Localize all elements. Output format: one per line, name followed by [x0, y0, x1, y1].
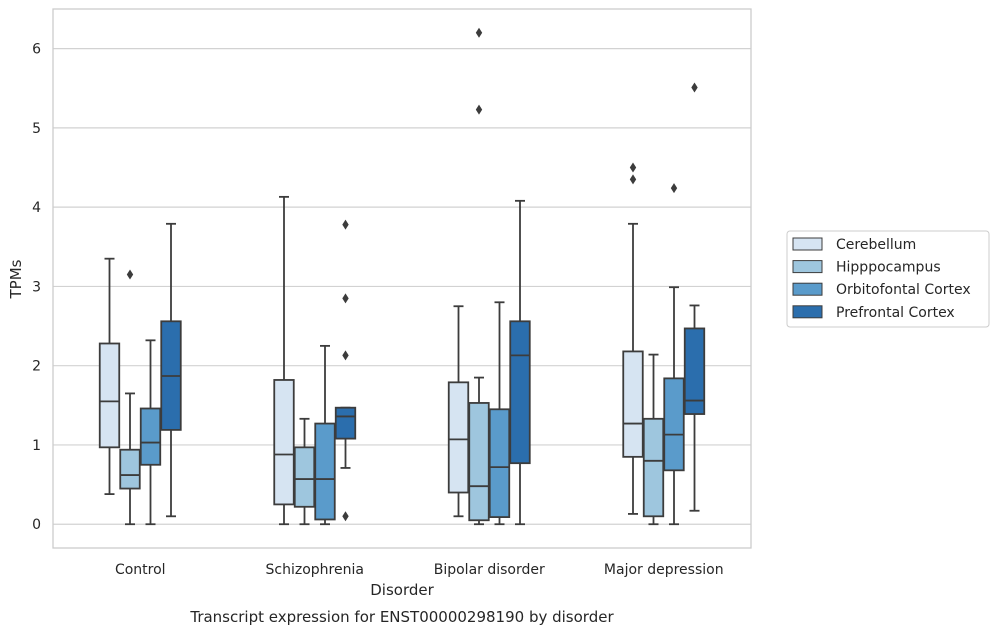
box-body — [663, 377, 685, 472]
outlier-point — [342, 511, 349, 522]
box — [160, 222, 182, 518]
legend-swatch — [792, 305, 823, 319]
box — [509, 199, 531, 526]
outlier-point — [691, 82, 698, 93]
outlier-point — [126, 269, 134, 280]
outlier-point — [475, 104, 483, 115]
box — [334, 219, 357, 522]
box-body — [98, 342, 121, 449]
box-series — [98, 27, 706, 526]
x-axis-label: Disorder — [370, 581, 434, 599]
box-body — [622, 350, 644, 458]
box — [314, 344, 336, 526]
x-tick-label: Major depression — [604, 562, 724, 578]
outlier-point — [342, 293, 349, 304]
box — [622, 162, 644, 515]
y-tick-label: 2 — [32, 359, 41, 375]
box — [139, 339, 162, 526]
box-body — [468, 402, 490, 522]
outlier-point — [629, 174, 637, 185]
legend-label: Orbitofontal Cortex — [836, 282, 971, 298]
box-body — [488, 408, 511, 518]
legend-label: Cerebellum — [836, 237, 916, 253]
y-axis-label: TPMs — [7, 259, 25, 299]
box — [447, 305, 470, 518]
outlier-point — [342, 350, 349, 361]
box — [663, 183, 685, 526]
box-body — [334, 406, 357, 440]
box-body — [293, 446, 316, 508]
x-tick-label: Control — [115, 562, 166, 578]
box — [642, 353, 665, 526]
box-body — [642, 417, 665, 518]
x-tick-labels: Control Schizophrenia Bipolar disorder Majo… — [115, 562, 724, 578]
chart-caption: Transcript expression for ENST0000029819… — [189, 608, 614, 626]
plot-frame — [52, 8, 752, 549]
y-tick-label: 0 — [32, 517, 41, 533]
legend-swatch — [792, 260, 823, 274]
legend-label: Hipppocampus — [836, 260, 941, 276]
legend-frame — [786, 230, 990, 328]
box — [488, 301, 511, 526]
box-body — [314, 422, 336, 521]
box-body — [447, 381, 470, 494]
box-body — [683, 327, 706, 415]
box — [119, 269, 141, 526]
box — [293, 417, 316, 526]
box-body — [509, 320, 531, 465]
y-tick-label: 3 — [32, 279, 41, 295]
box — [98, 257, 121, 496]
y-tick-labels: 0 1 2 3 4 5 6 — [32, 42, 41, 534]
y-tick-label: 1 — [32, 438, 41, 454]
outlier-point — [629, 162, 637, 173]
box — [683, 82, 706, 512]
x-tick-label: Schizophrenia — [266, 562, 364, 578]
legend: Cerebellum Hipppocampus Orbitofontal Corte… — [786, 230, 990, 328]
outlier-point — [342, 219, 349, 230]
y-tick-label: 5 — [32, 121, 41, 137]
box-body — [273, 379, 295, 506]
box-body — [119, 448, 141, 490]
outlier-point — [475, 27, 483, 38]
legend-swatch — [792, 282, 823, 296]
box — [273, 195, 295, 526]
y-tick-label: 4 — [32, 200, 41, 216]
box — [468, 27, 490, 526]
legend-label: Prefrontal Cortex — [836, 305, 955, 321]
legend-swatch — [792, 237, 823, 251]
y-tick-label: 6 — [32, 42, 41, 58]
box-body — [139, 407, 162, 466]
outlier-point — [670, 183, 678, 194]
x-tick-label: Bipolar disorder — [434, 562, 545, 578]
